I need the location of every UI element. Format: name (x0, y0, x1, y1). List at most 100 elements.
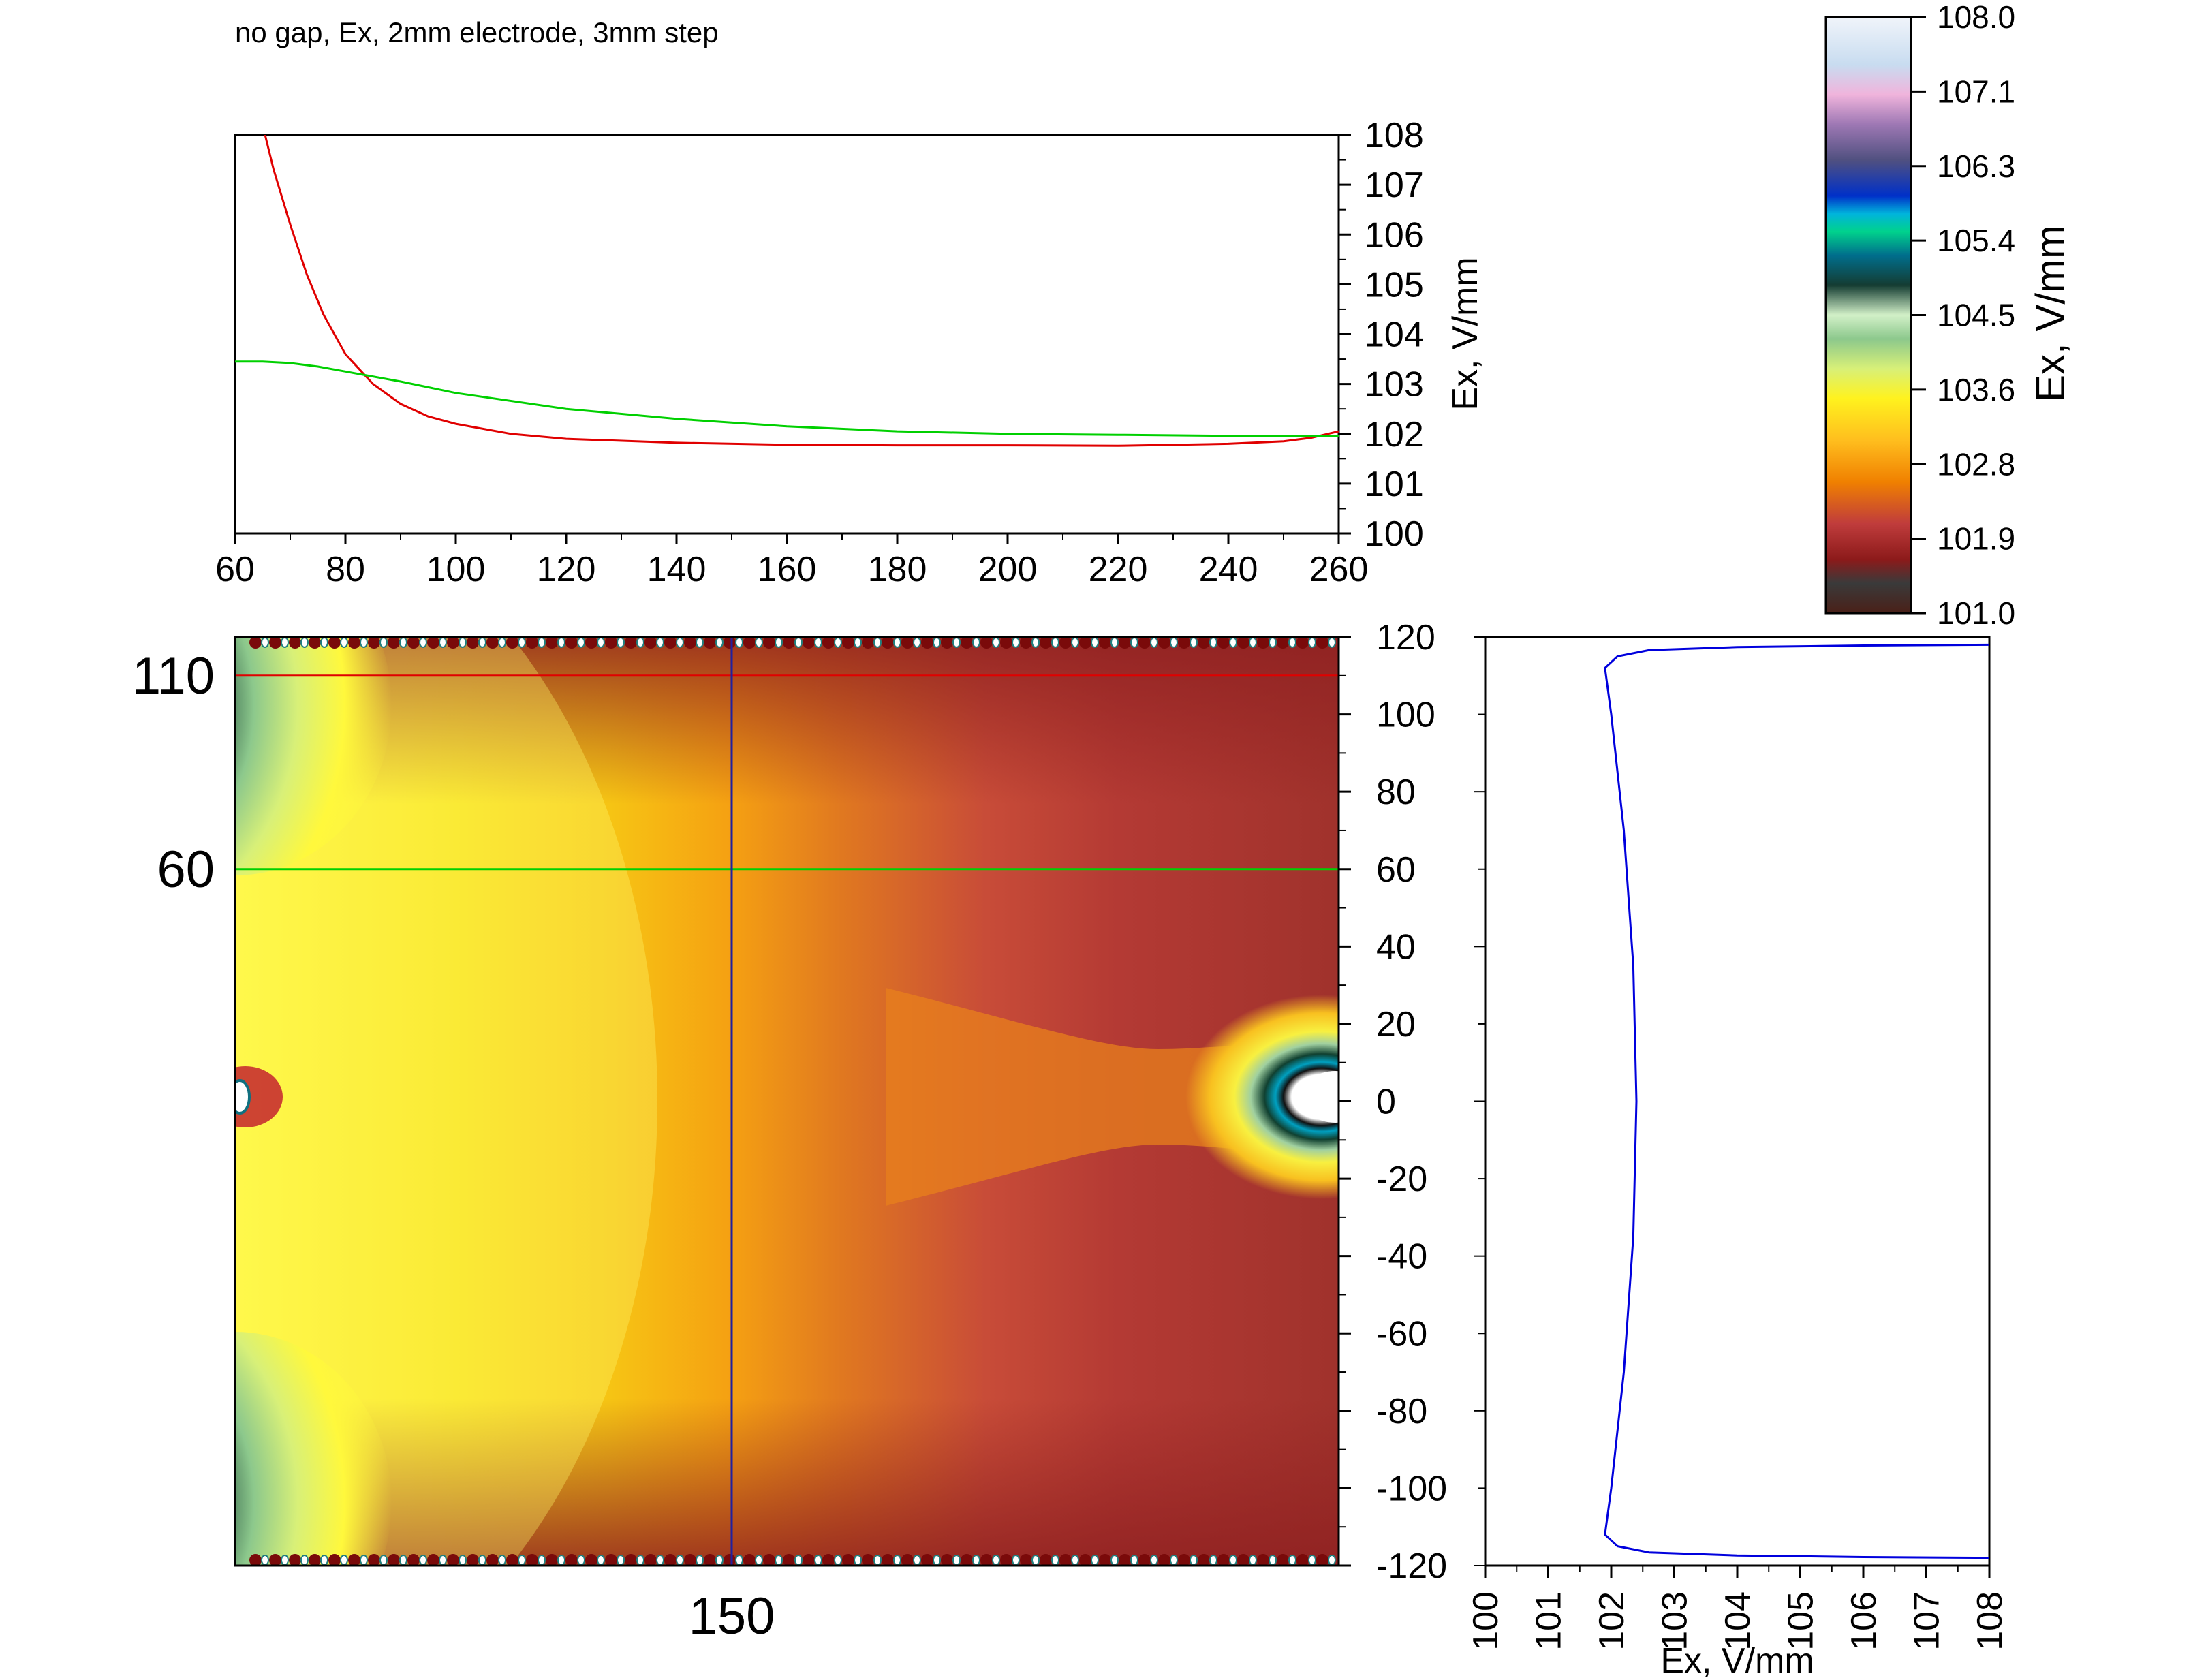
electrode-dot (328, 637, 341, 649)
electrode-dot-highlight (715, 1555, 724, 1566)
electrode-dot (526, 1554, 538, 1566)
electrode-dot (644, 637, 657, 649)
electrode-dot (941, 1554, 953, 1566)
map-marker-lines (235, 637, 1339, 1566)
electrode-dot-highlight (538, 1555, 546, 1566)
electrode-dot-highlight (893, 1555, 901, 1566)
electrode-dot-highlight (873, 1555, 882, 1566)
side-x-tick-label: 108 (1970, 1591, 2010, 1651)
electrode-dot-highlight (1170, 637, 1178, 648)
electrode-dot-highlight (676, 1555, 684, 1566)
electrode-dot (427, 637, 439, 649)
top-y-tick-label: 102 (1365, 415, 1424, 454)
electrode-dot-highlight (696, 1555, 704, 1566)
electrode-dot-highlight (1071, 1555, 1079, 1566)
electrode-dot-highlight (913, 637, 921, 648)
electrode-dot (348, 637, 360, 649)
electrode-dot (882, 637, 894, 649)
electrode-dot-highlight (854, 637, 862, 648)
top-plot-frame (234, 134, 1340, 535)
electrode-dot (1296, 1554, 1309, 1566)
electrode-dot-highlight (1209, 1555, 1217, 1566)
electrode-dot-highlight (300, 1555, 309, 1566)
electrode-dot (783, 637, 795, 649)
electrode-dot-highlight (1012, 637, 1020, 648)
electrode-dot-highlight (1269, 1555, 1277, 1566)
side-x-axis-label: Ex, V/mm (1660, 1641, 1814, 1677)
electrode-dot-highlight (1150, 1555, 1158, 1566)
electrode-dot (921, 637, 933, 649)
electrode-dot (565, 1554, 578, 1566)
electrode-dot-highlight (1051, 1555, 1059, 1566)
electrode-dot-highlight (696, 637, 704, 648)
electrode-dot (625, 1554, 637, 1566)
electrode-dot-highlight (933, 1555, 941, 1566)
electrode-dot (1237, 1554, 1249, 1566)
colorbar-tick-label: 106.3 (1937, 149, 2015, 184)
electrode-dot-highlight (834, 1555, 842, 1566)
colorbar-gradient (1824, 16, 1912, 615)
map-y-tick-label: 0 (1376, 1083, 1396, 1122)
side-plot-frame (1484, 636, 1991, 1567)
electrode-dot-highlight (399, 637, 407, 648)
electrode-dot (980, 1554, 993, 1566)
map-y-tick-label: -40 (1376, 1237, 1427, 1277)
electrode-dot-highlight (577, 637, 585, 648)
top-series-line-2 (235, 360, 1339, 437)
electrode-dot (546, 637, 558, 649)
map-y-tick-label: 60 (1376, 850, 1416, 890)
electrode-dot (901, 637, 914, 649)
map-y-tick-label: -80 (1376, 1392, 1427, 1431)
electrode-dot (328, 1554, 341, 1566)
electrode-dot (1277, 1554, 1289, 1566)
side-x-tick-label: 106 (1844, 1591, 1884, 1651)
electrode-dot (783, 1554, 795, 1566)
electrode-dot (427, 1554, 439, 1566)
electrode-dot (585, 637, 597, 649)
electrode-dot (724, 637, 736, 649)
side-x-tick-label: 107 (1908, 1591, 1947, 1651)
electrode-dot-highlight (577, 1555, 585, 1566)
electrode-dot (565, 637, 578, 649)
electrode-dot-highlight (1288, 637, 1296, 648)
electrode-dot-highlight (399, 1555, 407, 1566)
electrode-dot (388, 637, 400, 649)
electrode-dot (882, 1554, 894, 1566)
electrode-dot (447, 1554, 459, 1566)
colorbar-tick-label: 108.0 (1937, 0, 2015, 35)
electrode-dot (249, 637, 262, 649)
contour-map-panel: -120 -100 -80 -60 -40 -20 0 20 40 60 80 100 120 110 6… (132, 618, 1447, 1645)
electrode-dot (605, 1554, 617, 1566)
top-x-tick-label: 140 (647, 550, 706, 589)
electrode-dot-highlight (478, 1555, 486, 1566)
electrode-dot (1020, 637, 1032, 649)
map-y-tick-label: 100 (1376, 696, 1435, 735)
electrode-dot-highlight (340, 1555, 348, 1566)
electrode-dot-highlight (557, 1555, 565, 1566)
electrode-dot-highlight (1249, 1555, 1257, 1566)
electrode-dot-highlight (656, 1555, 664, 1566)
map-y-tick-label: -120 (1376, 1546, 1447, 1586)
electrode-dot-highlight (1130, 637, 1138, 648)
electrode-dot-highlight (873, 637, 882, 648)
top-series-line-1 (264, 135, 1339, 447)
electrode-dot-highlight (320, 637, 328, 648)
electrode-dot-highlight (775, 1555, 783, 1566)
electrode-dot-highlight (1209, 637, 1217, 648)
side-x-tick-label: 100 (1466, 1591, 1506, 1651)
top-profile-lines (235, 135, 1339, 447)
electrode-dot (1000, 1554, 1012, 1566)
electrode-dot (1079, 1554, 1091, 1566)
map-y-tick-label: -100 (1376, 1469, 1447, 1508)
side-profile-line (1604, 643, 1989, 1559)
electrode-dot-highlight (755, 637, 763, 648)
electrode-dot (724, 1554, 736, 1566)
top-x-tick-label: 80 (326, 550, 365, 589)
electrode-dot (743, 637, 756, 649)
colorbar-tick-label: 101.0 (1937, 595, 2015, 631)
map-axis-ticks: -120 -100 -80 -60 -40 -20 0 20 40 60 80 100 120 (1339, 618, 1447, 1586)
electrode-dot (684, 1554, 696, 1566)
electrode-dot (486, 637, 499, 649)
electrode-dot (1099, 1554, 1111, 1566)
electrode-dot-highlight (755, 1555, 763, 1566)
